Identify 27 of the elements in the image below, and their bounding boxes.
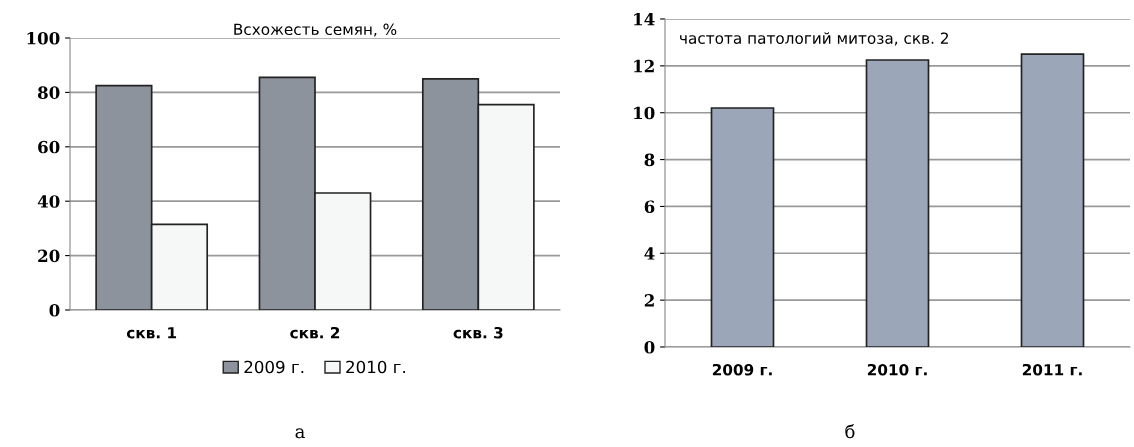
x-tick-label: 2010 г. [867, 363, 927, 376]
y-tick-label: 40 [37, 195, 60, 208]
x-tick-label: 2009 г. [712, 363, 772, 376]
y-tick-label: 12 [634, 59, 654, 73]
y-tick-label: 0 [49, 303, 60, 317]
y-tick-label: 0 [644, 340, 655, 354]
y-tick-label: 60 [38, 140, 60, 154]
x-tick-label: 2011 г. [1022, 363, 1082, 376]
y-tick-label: 8 [644, 153, 655, 167]
x-tick-label: скв. 2 [290, 326, 340, 339]
bar [865, 59, 930, 347]
x-tick-label: скв. 1 [126, 327, 177, 339]
text: б [845, 423, 855, 439]
y-tick-label: 6 [644, 200, 655, 213]
text: а [295, 428, 305, 439]
y-tick-label: 14 [634, 12, 655, 26]
text: частота патологий митоза, скв. 2 [680, 32, 948, 46]
y-tick-label: 2 [644, 294, 654, 307]
bar [710, 107, 775, 347]
x-tick-label: скв. 3 [453, 326, 503, 339]
y-tick-label: 10 [634, 106, 655, 120]
y-tick-label: 80 [37, 86, 60, 99]
chart-title: Всхожесть семян, % [234, 23, 397, 37]
y-tick-label: 100 [27, 31, 60, 45]
y-tick-label: 4 [644, 247, 655, 260]
bar [1020, 53, 1085, 347]
y-tick-label: 20 [38, 249, 60, 263]
